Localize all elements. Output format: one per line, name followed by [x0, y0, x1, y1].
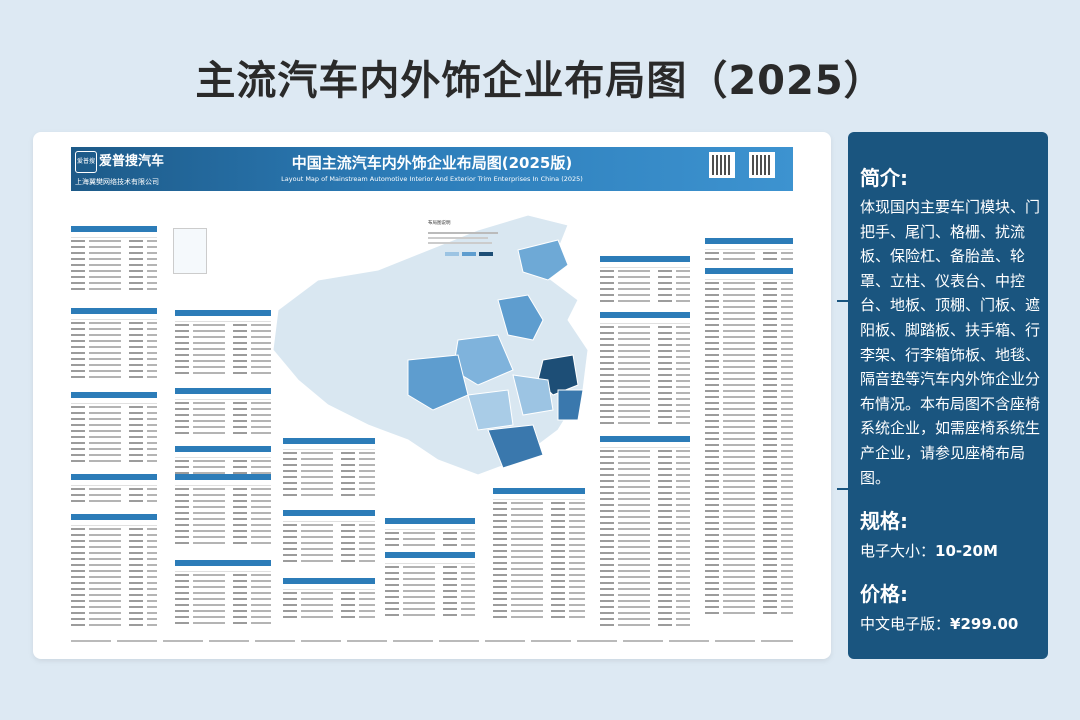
- intro-text: 体现国内主要车门模块、门把手、尾门、格栅、扰流板、保险杠、备胎盖、轮罩、立柱、仪…: [860, 198, 1041, 487]
- intro-heading: 简介:: [860, 166, 908, 190]
- brand-icon: 爱普搜: [75, 151, 97, 173]
- enterprise-table: [283, 438, 375, 502]
- spec-label: 电子大小：: [860, 542, 936, 560]
- enterprise-table: [600, 256, 690, 308]
- enterprise-table: [175, 474, 271, 554]
- enterprise-table: [175, 388, 271, 438]
- brand-name: 爱普搜汽车: [99, 154, 165, 169]
- price-value: ¥299.00: [950, 615, 1019, 633]
- poster-title-cn: 中国主流汽车内外饰企业布局图(2025版): [291, 154, 573, 172]
- enterprise-table: [705, 238, 793, 264]
- poster-banner: 爱普搜 爱普搜汽车 上海翼樊网络技术有限公司 中国主流汽车内外饰企业布局图(20…: [71, 147, 793, 191]
- china-map: [272, 214, 589, 476]
- price-line: 中文电子版：¥299.00: [860, 613, 1018, 634]
- enterprise-table: [600, 312, 690, 432]
- page-title: 主流汽车内外饰企业布局图（2025）: [195, 58, 885, 104]
- enterprise-table: [493, 488, 585, 628]
- layout-map-poster: 爱普搜 爱普搜汽车 上海翼樊网络技术有限公司 中国主流汽车内外饰企业布局图(20…: [33, 132, 831, 659]
- enterprise-table: [71, 474, 157, 504]
- enterprise-table: [71, 308, 157, 384]
- sidebar-pointer: [837, 300, 848, 302]
- mini-program-code-icon: [749, 152, 775, 178]
- spec-heading: 规格:: [860, 509, 908, 533]
- enterprise-table: [385, 552, 475, 626]
- poster-title-en: Layout Map of Mainstream Automotive Inte…: [281, 175, 583, 183]
- enterprise-table: [71, 392, 157, 468]
- spec-line: 电子大小：10-20M: [860, 540, 998, 561]
- enterprise-table: [175, 446, 271, 476]
- map-legend: 布局图说明: [428, 220, 513, 268]
- enterprise-table: [71, 514, 157, 634]
- enterprise-table: [71, 226, 157, 298]
- sidebar-pointer: [837, 488, 848, 490]
- qr-code-icon: [709, 152, 735, 178]
- south-sea-inset: [173, 228, 207, 274]
- enterprise-table: [283, 510, 375, 570]
- map-legend-title: 布局图说明: [428, 221, 451, 226]
- poster-footer: [71, 636, 793, 650]
- enterprise-table: [600, 436, 690, 632]
- enterprise-table: [385, 518, 475, 548]
- enterprise-table: [175, 560, 271, 632]
- spec-value: 10-20M: [935, 542, 998, 560]
- enterprise-table: [283, 578, 375, 624]
- product-info-panel: 简介: 体现国内主要车门模块、门把手、尾门、格栅、扰流板、保险杠、备胎盖、轮罩、…: [848, 132, 1048, 659]
- price-heading: 价格:: [860, 582, 908, 606]
- price-label: 中文电子版：: [860, 615, 951, 633]
- enterprise-table: [175, 310, 271, 380]
- enterprise-table: [705, 268, 793, 632]
- company-name: 上海翼樊网络技术有限公司: [75, 178, 159, 186]
